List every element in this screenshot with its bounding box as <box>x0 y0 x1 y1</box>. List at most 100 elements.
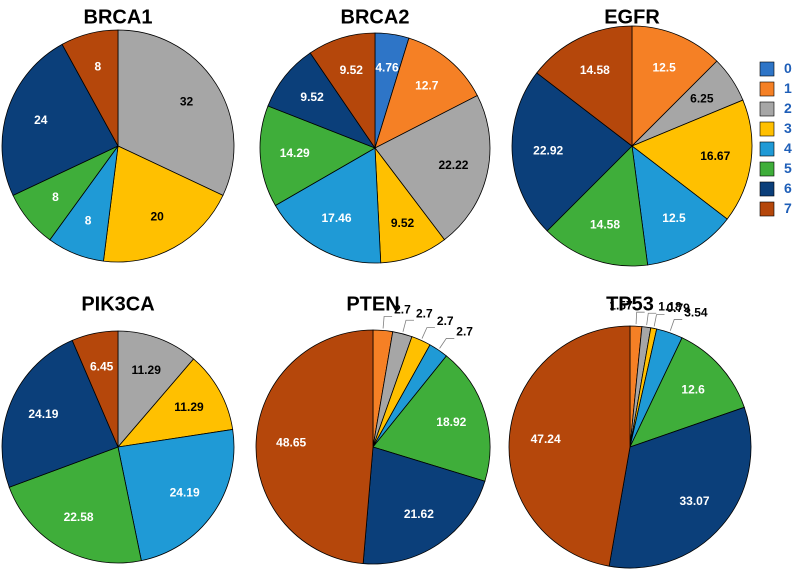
legend-swatch <box>759 201 775 217</box>
pie-slice <box>117 428 235 562</box>
slice-label: 2.7 <box>456 325 473 339</box>
slice-label: 2.7 <box>416 306 433 320</box>
pie-slice <box>71 330 119 448</box>
pie-slice <box>629 337 745 448</box>
slice-label: 17.46 <box>321 211 351 225</box>
slice-label: 6.25 <box>690 92 714 106</box>
pie-slice <box>546 145 649 267</box>
legend-label: 4 <box>784 140 792 156</box>
slice-label: 20 <box>150 209 164 223</box>
pie-slice <box>362 446 486 565</box>
slice-label: 47.24 <box>531 432 561 446</box>
slice-label: 33.07 <box>679 494 709 508</box>
slice-label: 0.79 <box>667 301 691 315</box>
slice-label: 4.76 <box>375 61 399 75</box>
slice-label: 12.5 <box>652 61 676 75</box>
slice-label: 1.18 <box>658 299 682 313</box>
pie-pik3ca: PIK3CA 11.29 11.29 24.19 22.58 24.19 6.45 <box>1 293 235 564</box>
legend-swatch <box>759 61 775 77</box>
slice-label: 8 <box>52 190 59 204</box>
pie-slice <box>117 330 195 449</box>
slice-label: 24.19 <box>28 407 58 421</box>
pie-slice <box>274 147 382 264</box>
label-leader-line <box>646 312 657 326</box>
pie-title: PIK3CA <box>81 293 154 315</box>
pie-slice <box>8 446 142 564</box>
label-leader-line <box>402 319 414 332</box>
slice-label: 12.5 <box>662 211 686 225</box>
legend-label: 0 <box>784 60 792 76</box>
slice-label: 6.45 <box>90 360 114 374</box>
pie-slice <box>631 145 728 266</box>
slice-label: 9.52 <box>340 63 364 77</box>
legend: 0 1 2 3 4 5 6 7 <box>759 60 792 217</box>
slice-label: 8 <box>94 60 101 74</box>
slice-label: 9.52 <box>300 90 324 104</box>
slice-label: 24 <box>34 113 48 127</box>
pie-slice <box>1 43 119 196</box>
label-leader-line <box>669 319 683 331</box>
label-leader-line <box>382 316 393 329</box>
slice-label: 14.58 <box>590 218 620 232</box>
slice-label: 1.57 <box>609 298 633 312</box>
pie-brca2: BRCA2 4.76 12.7 22.22 9.52 17.46 14.29 9.52 9.52 <box>259 6 491 264</box>
slice-label: 14.29 <box>280 146 310 160</box>
slice-label: 8 <box>85 214 92 228</box>
slice-label: 22.58 <box>64 510 94 524</box>
slice-label: 12.7 <box>415 79 439 93</box>
pie-title: PTEN <box>346 293 399 315</box>
pie-slice <box>608 406 752 569</box>
slice-label: 21.62 <box>404 507 434 521</box>
legend-swatch <box>759 81 775 97</box>
pie-slice <box>1 339 119 488</box>
pie-slice <box>536 25 633 147</box>
pie-title: TP53 <box>606 293 654 315</box>
pie-slice <box>372 355 491 482</box>
pie-slice <box>631 25 718 147</box>
pie-brca1: BRCA1 32 20 8 8 24 8 <box>1 6 235 263</box>
pie-slice <box>103 145 224 263</box>
slice-label: 2.7 <box>437 314 454 328</box>
slice-label: 48.65 <box>276 436 306 450</box>
legend-swatch <box>759 101 775 117</box>
legend-label: 6 <box>784 180 792 196</box>
legend-swatch <box>759 141 775 157</box>
legend-label: 5 <box>784 160 792 176</box>
slice-label: 2.7 <box>394 303 411 317</box>
pie-egfr: EGFR 12.5 6.25 16.67 12.5 14.58 22.92 14.58 <box>511 6 753 267</box>
slice-label: 32 <box>180 95 194 109</box>
legend-swatch <box>759 161 775 177</box>
slice-label: 18.92 <box>436 415 466 429</box>
label-leader-line <box>653 314 665 327</box>
pie-slice <box>374 95 491 241</box>
pie-slice <box>255 329 374 565</box>
slice-label: 22.92 <box>533 144 563 158</box>
pie-title: BRCA2 <box>341 6 410 28</box>
slice-label: 16.67 <box>700 149 730 163</box>
label-leader-line <box>635 311 645 325</box>
slice-label: 11.29 <box>174 400 204 414</box>
pie-slice <box>259 105 376 207</box>
slice-label: 9.52 <box>391 216 415 230</box>
slice-label: 14.58 <box>580 63 610 77</box>
pie-slice <box>61 29 119 147</box>
slice-label: 22.22 <box>438 158 468 172</box>
pie-slice <box>309 32 376 150</box>
pie-slice <box>116 358 234 448</box>
pie-slice <box>374 37 478 149</box>
slice-label: 11.29 <box>132 363 162 377</box>
slice-label: 12.6 <box>681 383 705 397</box>
legend-label: 7 <box>784 200 792 216</box>
pie-slice <box>631 99 753 220</box>
legend-label: 1 <box>784 80 792 96</box>
pie-slice <box>508 325 631 567</box>
pie-title: EGFR <box>604 6 660 28</box>
slice-label: 24.19 <box>170 486 200 500</box>
label-leader-line <box>439 338 455 349</box>
legend-label: 2 <box>784 100 792 116</box>
pie-title: BRCA1 <box>84 6 153 28</box>
